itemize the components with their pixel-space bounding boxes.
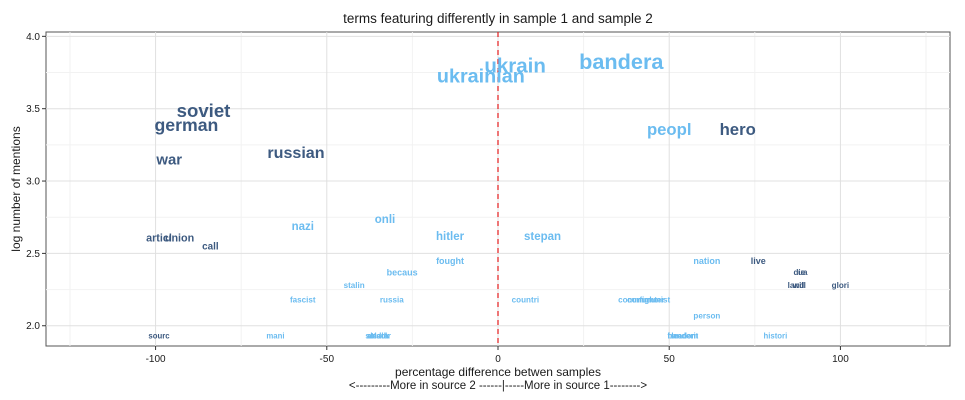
term-label: soldier bbox=[365, 332, 391, 341]
term-label: person bbox=[693, 312, 720, 321]
term-label: becaus bbox=[387, 267, 418, 277]
term-label: union bbox=[165, 232, 194, 244]
term-label: die bbox=[793, 268, 805, 277]
term-label: death bbox=[368, 332, 389, 341]
term-label: will bbox=[792, 281, 806, 290]
y-tick-label: 3.0 bbox=[26, 177, 40, 188]
term-label: soviet bbox=[177, 100, 231, 121]
chart-title: terms featuring differently in sample 1 … bbox=[343, 11, 653, 26]
term-label: call bbox=[202, 242, 219, 253]
term-label: banderit bbox=[668, 332, 699, 341]
term-label: ua bbox=[798, 268, 808, 277]
term-label: bandera bbox=[579, 49, 664, 74]
term-label: onli bbox=[375, 214, 395, 226]
y-tick-label: 3.5 bbox=[26, 104, 40, 115]
term-label: stepan bbox=[524, 231, 561, 243]
x-tick-label: 50 bbox=[664, 354, 676, 365]
term-label: stalin bbox=[344, 281, 365, 290]
term-label: hitler bbox=[436, 231, 465, 243]
term-label: articl bbox=[146, 232, 172, 244]
y-axis-label: log number of mentions bbox=[9, 126, 23, 251]
term-label: freedom bbox=[668, 332, 699, 341]
x-axis-ticks: -100 -50 0 50 100 bbox=[146, 346, 849, 365]
x-tick-label: -50 bbox=[320, 354, 335, 365]
x-tick-label: -100 bbox=[146, 354, 166, 365]
term-label: land bbox=[788, 281, 805, 290]
term-label: glori bbox=[832, 281, 850, 290]
term-label: mani bbox=[266, 332, 284, 341]
term-label: attack bbox=[367, 332, 390, 341]
term-label: peopl bbox=[647, 120, 692, 139]
term-label: german bbox=[154, 115, 218, 135]
term-label: russian bbox=[267, 144, 324, 162]
term-label: hero bbox=[720, 120, 756, 139]
term-label: communist bbox=[627, 296, 670, 305]
x-tick-label: 0 bbox=[495, 354, 501, 365]
term-label: russia bbox=[380, 296, 404, 305]
y-tick-label: 2.5 bbox=[26, 249, 40, 260]
x-axis-label: percentage difference betwen samples bbox=[395, 365, 601, 379]
term-label: live bbox=[751, 256, 766, 266]
term-label: leader bbox=[671, 332, 694, 341]
y-axis-ticks: 2.0 2.5 3.0 3.5 4.0 bbox=[26, 32, 46, 332]
term-label: ukrain bbox=[484, 55, 546, 78]
term-label: fighter bbox=[639, 296, 665, 305]
term-label: fought bbox=[436, 256, 464, 266]
term-label: ukrainian bbox=[437, 66, 525, 88]
x-tick-label: 100 bbox=[832, 354, 849, 365]
term-label: commun bbox=[618, 296, 652, 305]
term-label: fascist bbox=[290, 296, 316, 305]
y-tick-label: 2.0 bbox=[26, 321, 40, 332]
y-tick-label: 4.0 bbox=[26, 32, 40, 43]
term-label: countri bbox=[512, 296, 539, 305]
term-label: sourc bbox=[148, 332, 170, 341]
term-label: histori bbox=[763, 332, 787, 341]
term-label: war bbox=[155, 153, 182, 169]
term-label: nazi bbox=[292, 221, 314, 233]
term-label: nation bbox=[693, 256, 720, 266]
x-axis-direction-label: <---------More in source 2 ------|-----M… bbox=[349, 380, 647, 392]
